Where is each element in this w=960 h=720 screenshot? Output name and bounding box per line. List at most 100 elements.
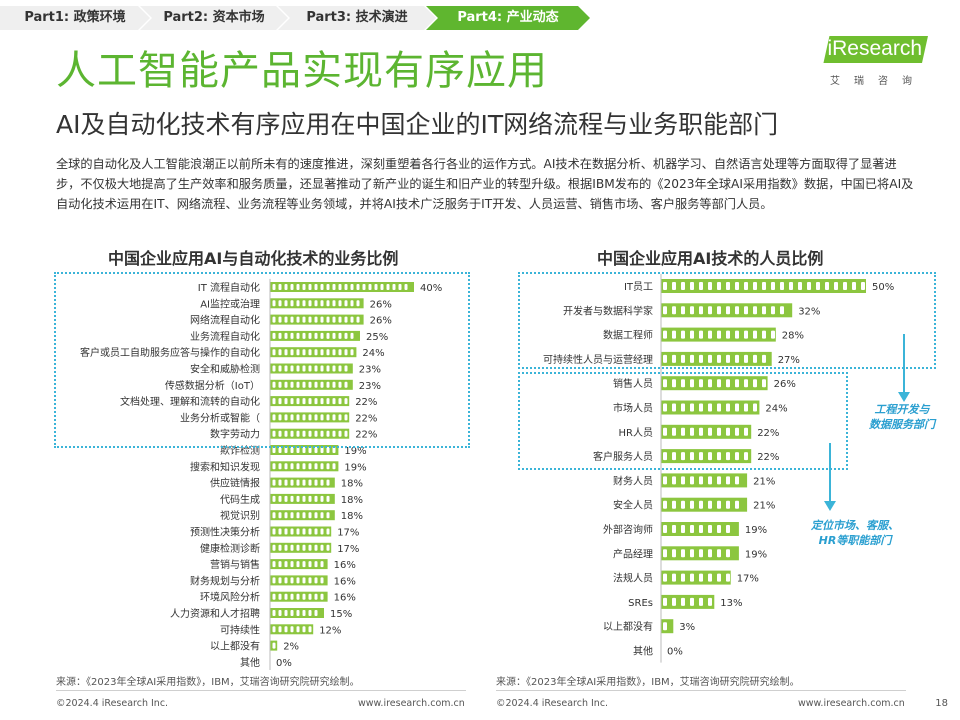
bar-pattern-dot	[708, 597, 712, 606]
bar-pattern-dot	[726, 403, 730, 412]
bar-pattern-dot	[672, 354, 676, 363]
iresearch-logo: iResearch 艾瑞咨询	[818, 30, 928, 87]
bar-pattern-dot	[708, 282, 712, 290]
bar-pattern-dot	[284, 447, 288, 453]
bar-pattern-dot	[284, 495, 288, 502]
bar-pattern-dot	[681, 549, 685, 558]
bar-pattern-dot	[338, 414, 342, 421]
bar-pattern-dot	[332, 398, 336, 405]
bar-pattern-dot	[789, 282, 793, 290]
category-label: 法规人员	[613, 572, 653, 585]
value-label: 18%	[341, 511, 363, 522]
bar-pattern-dot	[308, 414, 312, 421]
bar-pattern-dot	[284, 561, 288, 568]
tab-part4[interactable]: Part4: 产业动态	[426, 6, 590, 30]
bar-pattern-dot	[672, 525, 676, 533]
bar-pattern-dot	[308, 479, 312, 486]
bar-pattern-dot	[726, 476, 730, 485]
bar-pattern-dot	[290, 593, 294, 600]
bar-pattern-dot	[302, 626, 306, 633]
category-label: 可持续性	[220, 623, 260, 636]
bar-pattern-dot	[308, 512, 312, 519]
bar-pattern-dot	[338, 284, 342, 290]
bar-pattern-dot	[320, 300, 324, 307]
bar-pattern-dot	[326, 332, 330, 339]
bar-pattern-dot	[284, 593, 288, 600]
bar-pattern-dot	[284, 414, 288, 421]
bar-pattern-dot	[326, 463, 330, 470]
bar-pattern-dot	[332, 365, 336, 372]
value-label: 19%	[344, 462, 366, 473]
bar-pattern-dot	[852, 282, 856, 290]
bar-pattern-dot	[272, 610, 276, 616]
bar-pattern-dot	[753, 330, 757, 339]
bar-pattern-dot	[320, 479, 324, 486]
bar-pattern-dot	[735, 282, 739, 290]
bar-pattern-dot	[338, 365, 342, 372]
bar-pattern-dot	[744, 330, 748, 339]
bar-pattern-dot	[302, 430, 306, 437]
bar-pattern-dot	[284, 332, 288, 339]
bar-pattern-dot	[302, 381, 306, 388]
value-label: 27%	[778, 355, 800, 366]
bar-pattern-dot	[344, 300, 348, 307]
logo-mark: iResearch	[823, 36, 928, 63]
bar-pattern-dot	[308, 544, 312, 551]
bar-pattern-dot	[308, 284, 312, 290]
bar-pattern-dot	[780, 282, 784, 290]
bar-pattern-dot	[332, 284, 336, 290]
bar-pattern-dot	[332, 447, 336, 453]
page-title: 人工智能产品实现有序应用	[56, 48, 548, 94]
bar-pattern-dot	[681, 573, 685, 582]
tab-part1[interactable]: Part1: 政策环境	[0, 6, 150, 30]
bar-pattern-dot	[278, 463, 282, 470]
bar-pattern-dot	[320, 349, 324, 356]
right-group2-box	[518, 372, 848, 470]
bar-pattern-dot	[744, 379, 748, 388]
bar-pattern-dot	[699, 573, 703, 582]
bar-pattern-dot	[302, 414, 306, 421]
bar-pattern-dot	[708, 452, 712, 461]
bar-pattern-dot	[308, 626, 312, 633]
tab-part3[interactable]: Part3: 技术演进	[278, 6, 436, 30]
bar-pattern-dot	[284, 381, 288, 388]
bar-pattern-dot	[326, 512, 330, 519]
bar-pattern-dot	[726, 427, 730, 436]
bar-pattern-dot	[762, 379, 766, 388]
bar-pattern-dot	[302, 300, 306, 307]
bar-pattern-dot	[771, 306, 775, 315]
bar-pattern-dot	[296, 528, 300, 535]
category-label: AI监控或治理	[200, 297, 260, 310]
bar-pattern-dot	[290, 365, 294, 372]
bar-pattern-dot	[278, 316, 282, 323]
category-label: 文档处理、理解和流转的自动化	[120, 395, 260, 408]
category-label: 搜索和知识发现	[190, 460, 260, 473]
bar-pattern-dot	[290, 495, 294, 502]
left-bar-chart: IT 流程自动化 40% AI监控或治理 26% 网络流程自动化 26% 业务流程自动化 25…	[80, 278, 442, 671]
bar-pattern-dot	[272, 284, 276, 290]
bar-pattern-dot	[672, 452, 676, 461]
bar-pattern-dot	[296, 610, 300, 616]
bar-pattern-dot	[320, 381, 324, 388]
category-label: 视觉识别	[220, 509, 260, 522]
bar-pattern-dot	[338, 430, 342, 437]
bar-pattern-dot	[744, 427, 748, 436]
bar-pattern-dot	[350, 316, 354, 323]
bar-pattern-dot	[290, 626, 294, 633]
bar-pattern-dot	[753, 403, 757, 412]
bar-pattern-dot	[296, 495, 300, 502]
bar-pattern-dot	[344, 365, 348, 372]
bar-pattern-dot	[326, 495, 330, 502]
bar-pattern-dot	[350, 332, 354, 339]
bar-pattern-dot	[690, 500, 694, 509]
bar-pattern-dot	[717, 427, 721, 436]
page-number: 18	[935, 698, 948, 709]
arrow-down-icon	[824, 443, 836, 511]
bar-pattern-dot	[296, 544, 300, 551]
bar-pattern-dot	[320, 528, 324, 535]
bar-pattern-dot	[326, 544, 330, 551]
bar-pattern-dot	[663, 452, 667, 461]
bar-pattern-dot	[302, 447, 306, 453]
footer-copyright: ©2024.4 iResearch Inc.	[56, 698, 169, 709]
tab-part2[interactable]: Part2: 资本市场	[140, 6, 288, 30]
